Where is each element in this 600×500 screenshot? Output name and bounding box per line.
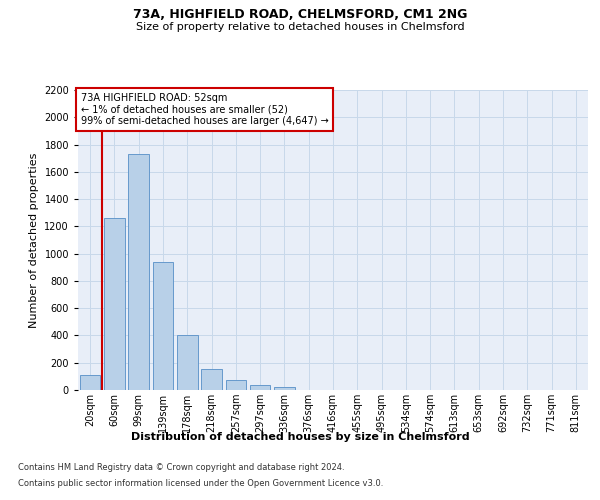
Text: Distribution of detached houses by size in Chelmsford: Distribution of detached houses by size … [131, 432, 469, 442]
Text: 73A HIGHFIELD ROAD: 52sqm
← 1% of detached houses are smaller (52)
99% of semi-d: 73A HIGHFIELD ROAD: 52sqm ← 1% of detach… [80, 93, 328, 126]
Bar [226, 380, 246, 390]
Bar [104, 218, 125, 390]
Bar [177, 335, 197, 390]
Y-axis label: Number of detached properties: Number of detached properties [29, 152, 38, 328]
Bar [128, 154, 149, 390]
Bar [152, 262, 173, 390]
Bar [80, 375, 100, 390]
Text: Contains public sector information licensed under the Open Government Licence v3: Contains public sector information licen… [18, 478, 383, 488]
Text: Size of property relative to detached houses in Chelmsford: Size of property relative to detached ho… [136, 22, 464, 32]
Bar [201, 369, 222, 390]
Text: Contains HM Land Registry data © Crown copyright and database right 2024.: Contains HM Land Registry data © Crown c… [18, 464, 344, 472]
Bar [250, 385, 271, 390]
Text: 73A, HIGHFIELD ROAD, CHELMSFORD, CM1 2NG: 73A, HIGHFIELD ROAD, CHELMSFORD, CM1 2NG [133, 8, 467, 20]
Bar [274, 388, 295, 390]
